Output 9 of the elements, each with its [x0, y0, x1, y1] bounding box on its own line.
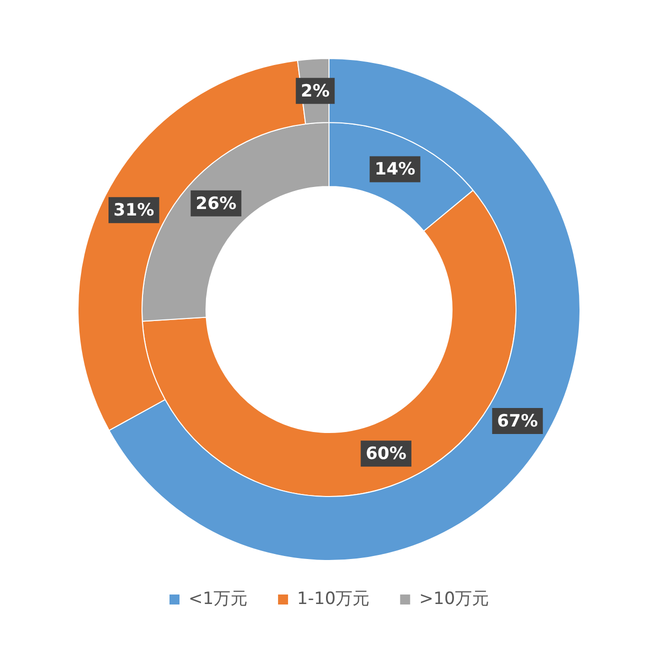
data-label: 2% — [300, 81, 330, 102]
data-label: 60% — [366, 444, 406, 464]
data-label: 14% — [374, 160, 416, 180]
legend-label: <1万元 — [188, 588, 248, 609]
legend-label: 1-10万元 — [297, 588, 370, 609]
data-label: 67% — [497, 411, 538, 432]
data-label: 31% — [114, 200, 154, 220]
data-label: 26% — [196, 194, 236, 214]
legend-label: >10万元 — [419, 588, 490, 609]
